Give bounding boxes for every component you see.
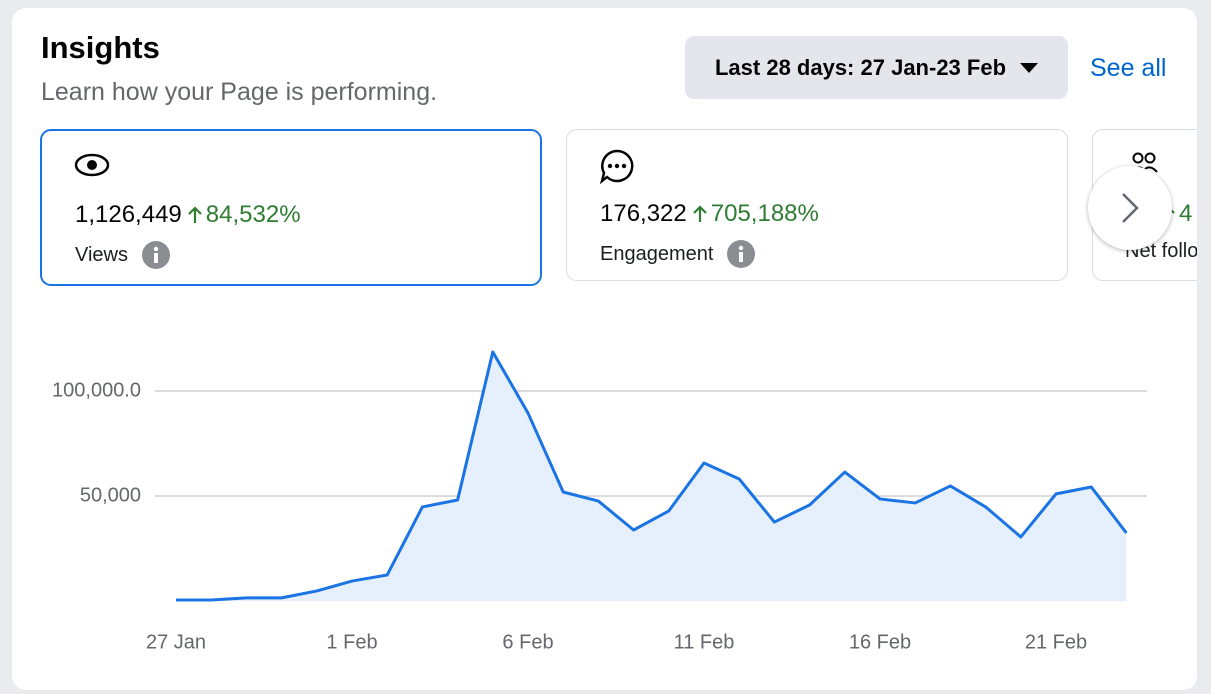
x-tick-label: 27 Jan: [146, 631, 206, 653]
next-button[interactable]: [1088, 166, 1172, 250]
y-tick-label: 100,000.0: [52, 379, 141, 401]
change-value: 705,188%: [710, 200, 819, 227]
chevron-right: [1122, 193, 1139, 223]
dropdown-caret: [1020, 62, 1039, 73]
x-tick-label: 11 Feb: [674, 631, 735, 653]
change-value: 84,532%: [205, 201, 301, 228]
engagement-card[interactable]: 176,322 705,188% Engagement: [566, 129, 1068, 281]
area-fill: [176, 351, 1127, 601]
subtitle: Learn how your Page is performing.: [41, 78, 438, 106]
change-value: 4: [1179, 200, 1193, 227]
eye-icon: [74, 153, 110, 177]
line: [176, 350, 1128, 602]
chart: 50,000 100,000.0 27 Jan 1 Feb 6 Feb 11 Feb 16 …: [52, 350, 1147, 653]
y-tick-label: 50,000: [80, 484, 141, 506]
label-text: Views: [75, 243, 128, 266]
x-tick-label: 1 Feb: [326, 631, 377, 653]
metric-change: 84,532%: [188, 201, 301, 229]
metric: 1,126,449 84,532%: [75, 201, 301, 229]
x-tick-label: 6 Feb: [502, 631, 553, 653]
metric-value: 1,126,449: [75, 201, 182, 228]
date-range-dropdown[interactable]: Last 28 days: 27 Jan-23 Feb: [685, 36, 1068, 99]
x-tick-label: 16 Feb: [849, 631, 911, 653]
up-arrow: [692, 205, 707, 222]
metric: 176,322 705,188%: [600, 200, 819, 228]
metric-label: Engagement: [600, 240, 756, 268]
date-range-label: Last 28 days: 27 Jan-23 Feb: [714, 54, 1007, 80]
x-tick-label: 21 Feb: [1025, 631, 1087, 653]
comment-icon: [599, 149, 634, 184]
info-icon[interactable]: [727, 240, 756, 268]
metric-change: 705,188%: [692, 200, 819, 228]
metric-value: 176,322: [600, 200, 687, 227]
up-arrow: [188, 206, 202, 223]
see-all-link[interactable]: See all: [1090, 54, 1167, 82]
metric-label: Views: [75, 241, 170, 269]
insights-panel: Insights Learn how your Page is performi…: [12, 8, 1197, 690]
views-card[interactable]: 1,126,449 84,532% Views: [40, 129, 542, 286]
label-text: Engagement: [600, 242, 714, 265]
title: Insights: [41, 30, 160, 65]
info-icon[interactable]: [142, 241, 170, 269]
